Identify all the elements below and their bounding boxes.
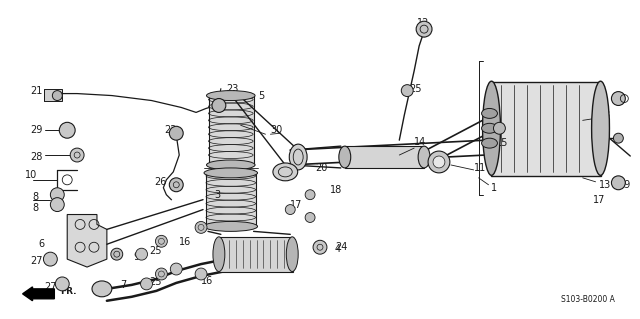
Text: 17: 17 <box>291 200 303 210</box>
Circle shape <box>195 221 207 234</box>
Ellipse shape <box>418 146 430 168</box>
Ellipse shape <box>92 281 112 297</box>
Text: 25: 25 <box>150 277 162 287</box>
Text: 9: 9 <box>134 252 140 262</box>
Circle shape <box>136 248 147 260</box>
Ellipse shape <box>481 123 497 133</box>
Ellipse shape <box>591 81 609 175</box>
Ellipse shape <box>481 108 497 118</box>
Text: 19: 19 <box>620 180 632 190</box>
Text: 27: 27 <box>44 282 57 292</box>
Text: 10: 10 <box>24 170 37 180</box>
Text: 16: 16 <box>179 237 191 247</box>
Text: 14: 14 <box>414 137 426 147</box>
Text: 12: 12 <box>417 18 429 28</box>
Circle shape <box>111 248 123 260</box>
Ellipse shape <box>204 168 257 178</box>
Circle shape <box>313 240 327 254</box>
Circle shape <box>285 204 295 214</box>
Text: 28: 28 <box>31 152 43 162</box>
Circle shape <box>428 151 450 173</box>
Circle shape <box>51 198 64 211</box>
Circle shape <box>305 212 315 222</box>
Bar <box>206 173 255 227</box>
Ellipse shape <box>273 163 298 181</box>
Circle shape <box>170 126 183 140</box>
Text: FR.: FR. <box>60 287 77 296</box>
Text: 8: 8 <box>33 192 38 202</box>
Text: 16: 16 <box>201 276 213 286</box>
Ellipse shape <box>289 144 307 170</box>
Text: 17: 17 <box>593 195 605 205</box>
Text: 15: 15 <box>495 138 508 148</box>
Circle shape <box>305 190 315 200</box>
Circle shape <box>60 122 75 138</box>
Ellipse shape <box>207 91 255 100</box>
Circle shape <box>55 277 69 291</box>
Ellipse shape <box>204 221 257 231</box>
Text: 3: 3 <box>214 190 220 200</box>
Text: 4: 4 <box>335 244 341 254</box>
Circle shape <box>52 91 62 100</box>
Circle shape <box>493 122 506 134</box>
Bar <box>44 89 62 100</box>
Ellipse shape <box>339 146 351 168</box>
Circle shape <box>170 178 183 192</box>
Text: 26: 26 <box>154 177 167 187</box>
Circle shape <box>156 235 167 247</box>
Text: 22: 22 <box>164 125 177 135</box>
Text: 30: 30 <box>271 125 283 135</box>
Text: 27: 27 <box>31 256 43 266</box>
Circle shape <box>44 252 58 266</box>
Polygon shape <box>67 214 107 267</box>
Text: 13: 13 <box>598 180 611 190</box>
Text: 6: 6 <box>38 239 45 249</box>
Text: 13: 13 <box>598 110 611 120</box>
Text: 8: 8 <box>33 203 38 212</box>
Ellipse shape <box>481 138 497 148</box>
Circle shape <box>611 92 625 106</box>
Text: 20: 20 <box>315 163 328 173</box>
Circle shape <box>156 268 167 280</box>
Circle shape <box>611 176 625 190</box>
Circle shape <box>195 268 207 280</box>
Circle shape <box>212 99 226 112</box>
Text: 11: 11 <box>474 163 486 173</box>
Text: 7: 7 <box>120 280 126 290</box>
Text: 29: 29 <box>31 125 43 135</box>
Circle shape <box>401 85 413 97</box>
Ellipse shape <box>483 81 500 175</box>
Ellipse shape <box>213 237 225 271</box>
Text: 5: 5 <box>259 91 265 100</box>
Text: 25: 25 <box>409 84 422 93</box>
Text: 23: 23 <box>226 84 238 93</box>
Circle shape <box>416 21 432 37</box>
Bar <box>492 82 600 176</box>
Text: S103-B0200 A: S103-B0200 A <box>561 295 614 304</box>
Bar <box>345 146 424 168</box>
Circle shape <box>51 188 64 202</box>
Ellipse shape <box>286 237 298 271</box>
Text: 24: 24 <box>335 242 348 252</box>
Bar <box>209 96 253 165</box>
Text: 1: 1 <box>490 183 497 193</box>
Circle shape <box>70 148 84 162</box>
Circle shape <box>141 278 152 290</box>
Text: 18: 18 <box>330 185 342 195</box>
Ellipse shape <box>207 160 255 170</box>
Text: 25: 25 <box>150 246 162 256</box>
FancyArrow shape <box>22 287 54 301</box>
Text: 21: 21 <box>31 85 43 96</box>
Circle shape <box>170 263 182 275</box>
Bar <box>219 237 293 272</box>
Circle shape <box>433 156 445 168</box>
Circle shape <box>613 133 623 143</box>
